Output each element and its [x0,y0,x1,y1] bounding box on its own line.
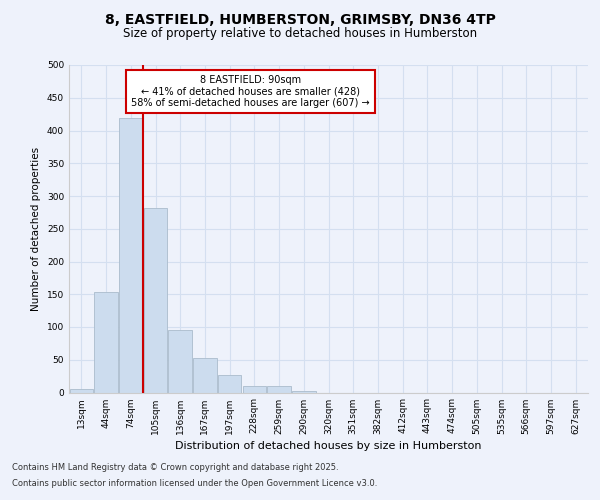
Text: 8 EASTFIELD: 90sqm
← 41% of detached houses are smaller (428)
58% of semi-detach: 8 EASTFIELD: 90sqm ← 41% of detached hou… [131,75,370,108]
Bar [268,386,291,392]
Bar [94,292,118,392]
Y-axis label: Number of detached properties: Number of detached properties [31,146,41,311]
X-axis label: Distribution of detached houses by size in Humberston: Distribution of detached houses by size … [175,440,482,450]
Bar [70,388,93,392]
Bar [242,386,266,392]
Bar [144,208,167,392]
Text: Contains HM Land Registry data © Crown copyright and database right 2025.: Contains HM Land Registry data © Crown c… [12,464,338,472]
Bar [193,358,217,392]
Text: Size of property relative to detached houses in Humberston: Size of property relative to detached ho… [123,28,477,40]
Bar [292,391,316,392]
Bar [169,330,192,392]
Text: Contains public sector information licensed under the Open Government Licence v3: Contains public sector information licen… [12,478,377,488]
Bar [119,118,143,392]
Text: 8, EASTFIELD, HUMBERSTON, GRIMSBY, DN36 4TP: 8, EASTFIELD, HUMBERSTON, GRIMSBY, DN36 … [104,12,496,26]
Bar [218,375,241,392]
